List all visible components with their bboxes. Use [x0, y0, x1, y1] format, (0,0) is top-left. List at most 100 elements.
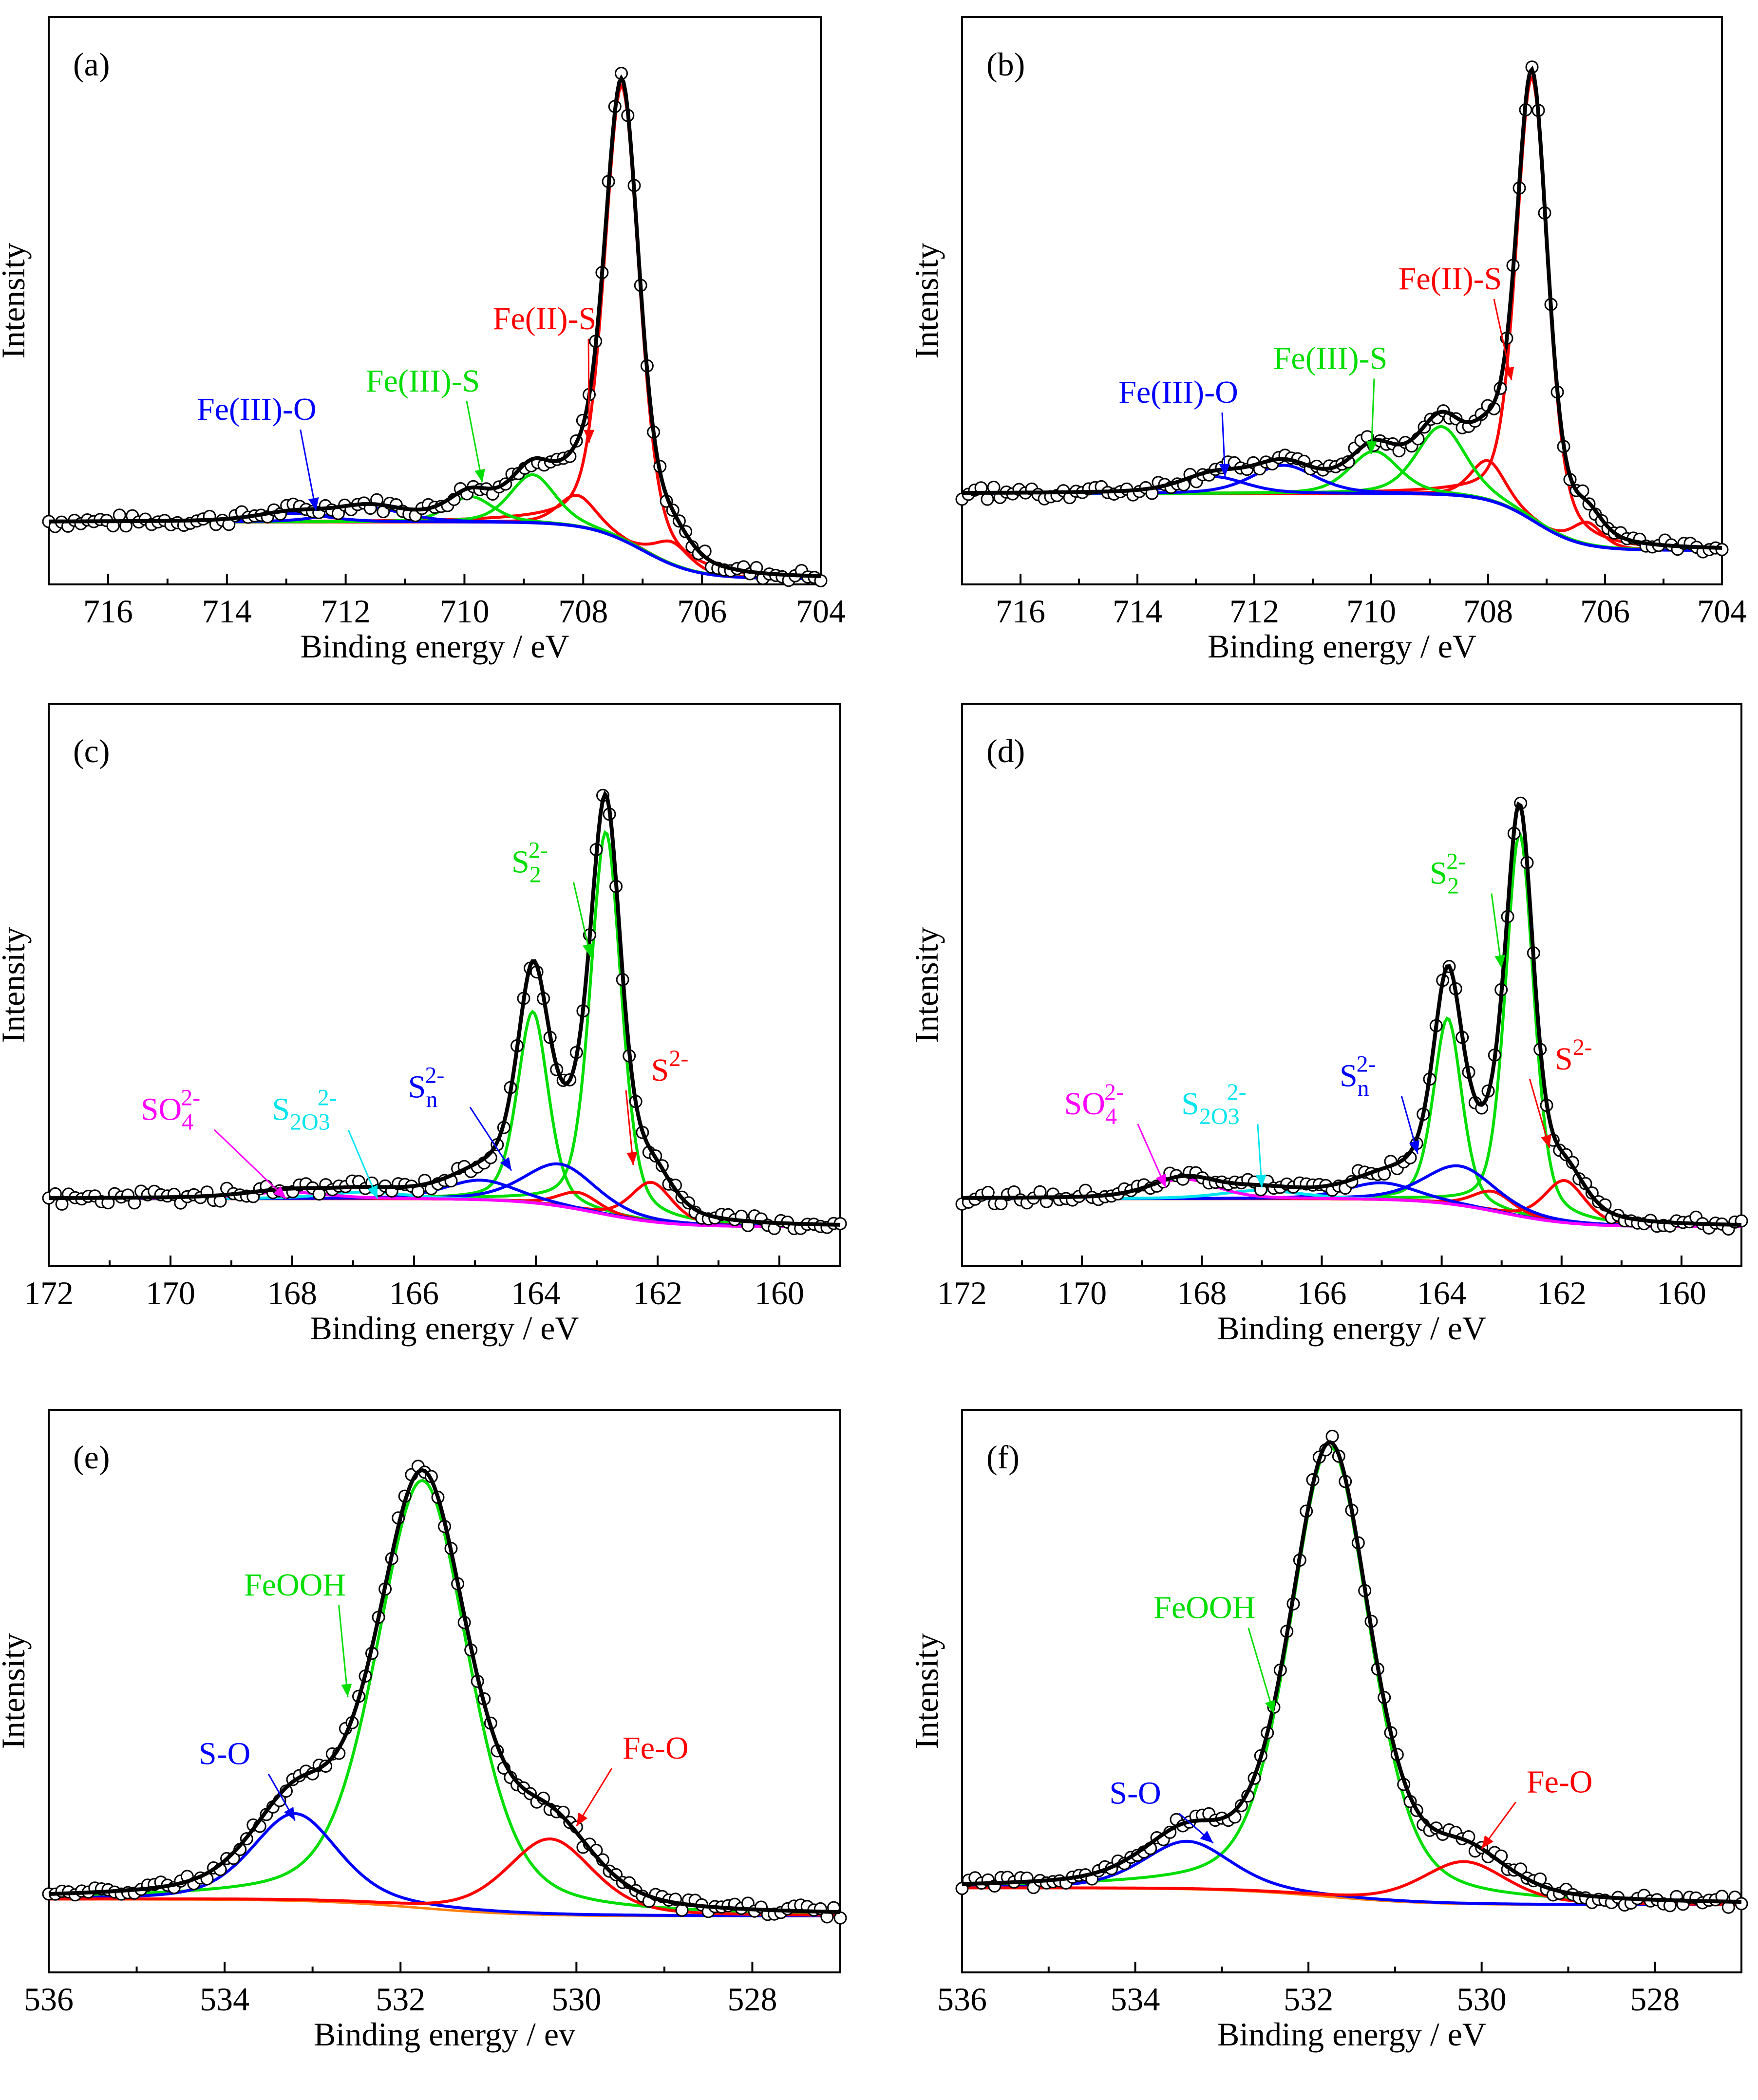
annotation-arrow-head: [341, 1684, 352, 1697]
annotation-arrow-head: [474, 469, 485, 483]
x-tick-label: 170: [1057, 1275, 1107, 1312]
annotation-s-2-2: S22-: [1430, 849, 1466, 899]
plot-frame: [961, 16, 1723, 585]
x-axis-label: Binding energy / eV: [1217, 2016, 1486, 2053]
x-axis-label: Binding energy / ev: [314, 2016, 575, 2053]
annotation-fe-iii-o: Fe(III)-O: [1118, 375, 1238, 410]
annotation-fe-o: Fe-O: [623, 1730, 689, 1766]
x-tick-label: 530: [551, 1981, 601, 2018]
annotation-arrow-line: [466, 401, 483, 483]
x-axis-label: Binding energy / eV: [1217, 1310, 1486, 1347]
annotation-s-2o-3-2: S2O32-: [1181, 1079, 1246, 1129]
y-axis-label: Intensity: [0, 243, 32, 359]
x-tick-label: 536: [937, 1981, 987, 2018]
x-tick-label: 166: [1297, 1275, 1346, 1312]
y-axis-label: Intensity: [0, 1633, 32, 1749]
annotation-arrow-head: [308, 497, 319, 511]
plot-frame: [961, 703, 1742, 1267]
annotation-arrow-head: [626, 1152, 638, 1165]
annotation-arrow-line: [338, 1605, 349, 1697]
annotation-arrow-head: [284, 1807, 295, 1821]
panel-a: 716 714 712 710 708 706 704 Binding energy / eV…: [0, 16, 846, 665]
annotation-arrow-head: [1541, 1134, 1551, 1148]
x-axis-label: Binding energy / eV: [1208, 628, 1476, 665]
component-feooh-peak-1: [48, 1479, 841, 1915]
annotation-arrow-line: [300, 429, 317, 511]
panel-label: (f): [986, 1439, 1020, 1476]
x-tick-label: 166: [389, 1275, 439, 1312]
annotation-feooh: FeOOH: [244, 1567, 346, 1603]
annotation-so-4-2: SO42-: [1064, 1079, 1124, 1129]
annotation-fe-iii-s: Fe(III)-S: [366, 363, 480, 399]
data-point: [981, 492, 994, 506]
annotation-s-2: S2-: [1555, 1034, 1592, 1077]
y-axis-label: Intensity: [908, 927, 945, 1043]
x-tick-label: 714: [1113, 593, 1162, 630]
annotation-s-2: S2-: [651, 1046, 689, 1088]
envelope-fit-line: [48, 1468, 841, 1914]
annotation-feooh: FeOOH: [1153, 1590, 1255, 1625]
annotation-arrow-head: [1494, 955, 1506, 968]
x-tick-label: 710: [1346, 593, 1396, 630]
x-tick-label: 708: [1463, 593, 1513, 630]
x-tick-label: 528: [1630, 1981, 1680, 2018]
x-tick-label: 704: [1697, 593, 1747, 630]
data-points: [42, 788, 847, 1236]
x-tick-label: 530: [1457, 1981, 1507, 2018]
panel-label: (a): [73, 46, 110, 83]
panel-d: 172 170 168 166 164 162 160 Binding energy / eV…: [908, 703, 1748, 1347]
annotation-s-n-2: Sn2-: [408, 1063, 445, 1113]
annotation-arrow-head: [273, 1186, 286, 1199]
x-tick-label: 532: [1284, 1981, 1333, 2018]
x-tick-label: 164: [511, 1275, 561, 1312]
annotation-arrow-head: [582, 943, 593, 957]
annotation-fe-iii-s: Fe(III)-S: [1273, 340, 1388, 376]
annotation-fe-ii-s: Fe(II)-S: [1399, 261, 1502, 297]
y-axis-label: Intensity: [908, 1633, 945, 1749]
annotation-fe-o: Fe-O: [1527, 1764, 1593, 1800]
x-axis-label: Binding energy / eV: [300, 628, 569, 665]
data-points: [955, 60, 1729, 559]
plot-frame: [48, 703, 841, 1267]
y-axis-label: Intensity: [908, 243, 945, 359]
data-point: [1325, 1429, 1339, 1443]
annotation-arrow-head: [1155, 1174, 1166, 1188]
x-tick-label: 712: [321, 593, 371, 630]
annotation-arrow-head: [1366, 441, 1377, 454]
annotation-fe-ii-s: Fe(II)-S: [493, 301, 597, 337]
panel-label: (d): [986, 732, 1025, 769]
annotation-fe-iii-o: Fe(III)-O: [197, 392, 317, 427]
annotation-s-o: S-O: [1109, 1776, 1161, 1811]
x-tick-label: 706: [677, 593, 727, 630]
x-tick-label: 716: [83, 593, 133, 630]
annotation-arrow-head: [1503, 366, 1514, 380]
annotation-so-4-2: SO42-: [141, 1085, 200, 1135]
component-fe-ii-s-peak-1: [962, 74, 1722, 550]
x-axis-label: Binding energy / eV: [310, 1310, 579, 1347]
component-s-2-2-peak-1: [49, 830, 841, 1228]
plot-frame: [961, 1409, 1742, 1973]
panel-b: 716 714 712 710 708 706 704 Binding energy / eV…: [908, 16, 1747, 665]
annotation-arrow-head: [584, 430, 595, 443]
annotation-arrow-head: [1255, 1174, 1267, 1188]
data-points: [955, 796, 1748, 1236]
annotation-arrow-head: [1200, 1830, 1213, 1843]
annotation-arrow-line: [573, 882, 591, 957]
x-tick-label: 536: [24, 1981, 74, 2018]
x-tick-label: 162: [633, 1275, 682, 1312]
annotation-arrow-head: [500, 1157, 511, 1171]
panel-label: (b): [986, 46, 1025, 83]
component-s-2-2-peak-1: [962, 833, 1742, 1228]
annotation-arrow-head: [1265, 1700, 1276, 1714]
panel-e: 536 534 532 530 528 Binding energy / ev Intens…: [0, 1409, 847, 2053]
x-tick-label: 168: [1177, 1275, 1227, 1312]
annotation-arrow-head: [1219, 464, 1230, 477]
envelope-fit-line: [49, 790, 841, 1227]
x-tick-label: 162: [1537, 1275, 1587, 1312]
annotation-s-o: S-O: [199, 1736, 250, 1772]
envelope-fit-line: [962, 65, 1722, 550]
x-tick-label: 708: [558, 593, 608, 630]
panel-label: (e): [73, 1439, 110, 1476]
envelope-fit-line: [49, 74, 821, 578]
